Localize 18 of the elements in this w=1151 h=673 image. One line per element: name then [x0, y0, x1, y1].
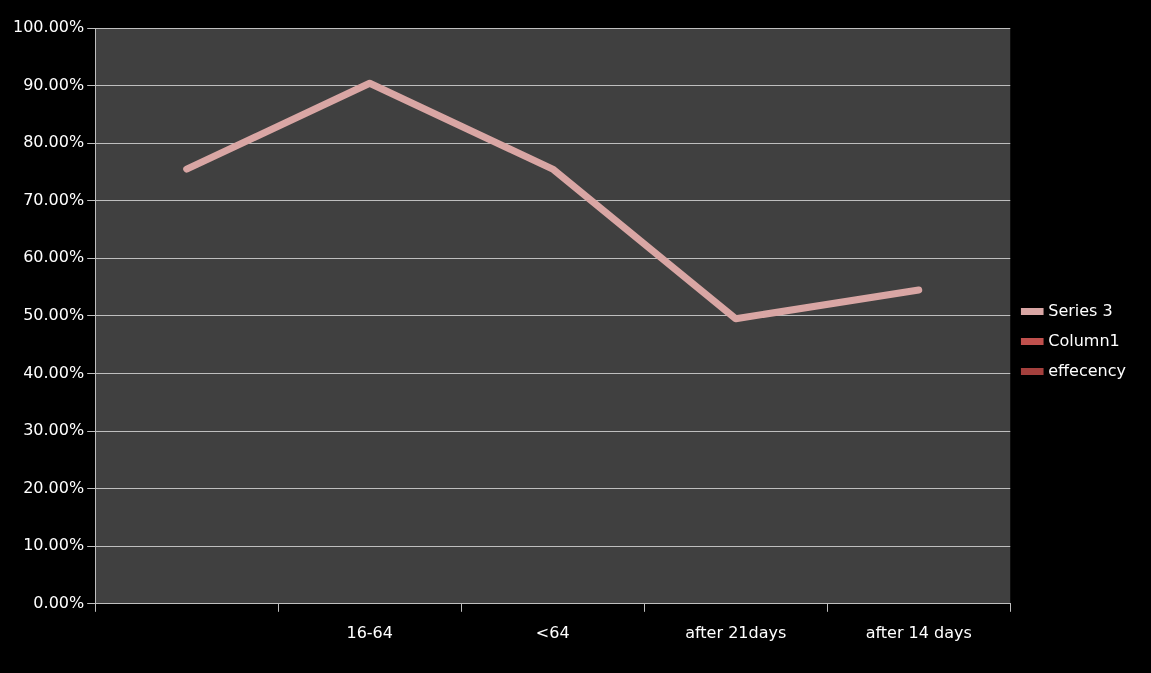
legend-label: Column1: [1048, 330, 1120, 350]
y-tick-label: 10.00%: [23, 535, 85, 555]
y-tick-label: 40.00%: [23, 362, 85, 382]
y-tick-label: 50.00%: [23, 305, 85, 325]
y-tick-label: 100.00%: [13, 17, 85, 37]
y-tick-label: 20.00%: [23, 477, 85, 497]
y-tick-label: 60.00%: [23, 247, 85, 267]
y-tick-label: 80.00%: [23, 132, 85, 152]
legend-label: effecency: [1048, 360, 1127, 380]
legend-label: Series 3: [1048, 300, 1113, 320]
x-tick-label: after 14 days: [865, 622, 972, 642]
x-tick-label: <64: [535, 622, 570, 642]
y-tick-label: 90.00%: [23, 74, 85, 94]
x-tick-label: after 21days: [685, 622, 787, 642]
y-tick-label: 70.00%: [23, 189, 85, 209]
y-tick-label: 30.00%: [23, 420, 85, 440]
y-tick-label: 0.00%: [33, 592, 85, 612]
x-tick-label: 16-64: [346, 622, 393, 642]
